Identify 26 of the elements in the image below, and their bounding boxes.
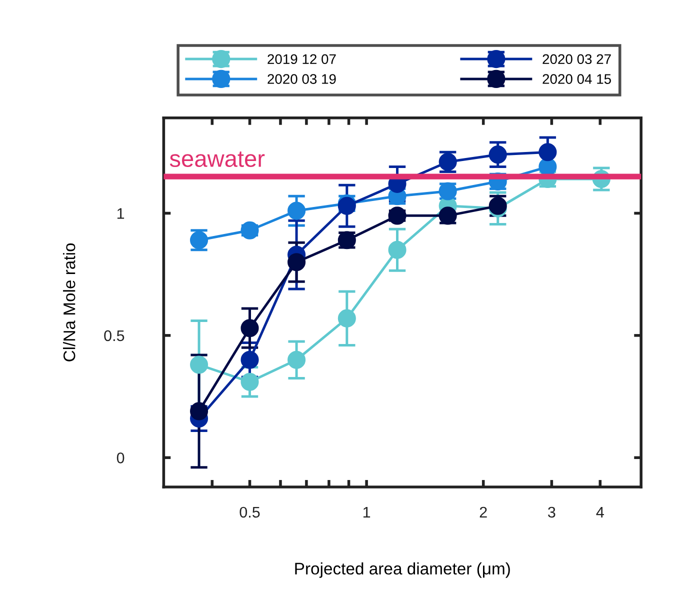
point <box>240 319 259 338</box>
x-axis-title: Projected area diameter (μm) <box>295 562 510 578</box>
point <box>488 146 507 164</box>
x-tick-label: 4 <box>596 506 604 518</box>
y-tick-label: 1 <box>117 208 124 219</box>
point <box>538 158 557 176</box>
legend-label: 2019 12 07 <box>268 54 336 64</box>
point <box>538 143 557 162</box>
x-tick-label: 3 <box>548 506 556 518</box>
point <box>388 206 406 225</box>
legend-label: 2020 03 27 <box>542 54 611 64</box>
point <box>338 309 356 328</box>
y-tick-label: 0.5 <box>104 330 124 342</box>
point <box>240 350 259 369</box>
point <box>240 221 259 240</box>
point <box>388 240 406 259</box>
legend-label: 2020 04 15 <box>542 74 611 84</box>
legend-label: 2020 03 19 <box>268 74 336 84</box>
x-tick-label: 1 <box>363 506 370 518</box>
y-axis-title: Cl/Na Mole ratio <box>63 243 76 362</box>
x-tick-label: 0.5 <box>240 506 260 518</box>
x-tick-label: 2 <box>480 506 487 518</box>
point <box>240 372 259 391</box>
point <box>190 356 208 374</box>
y-tick-label: 0 <box>116 452 124 464</box>
ref-line-label: seawater <box>170 152 265 168</box>
